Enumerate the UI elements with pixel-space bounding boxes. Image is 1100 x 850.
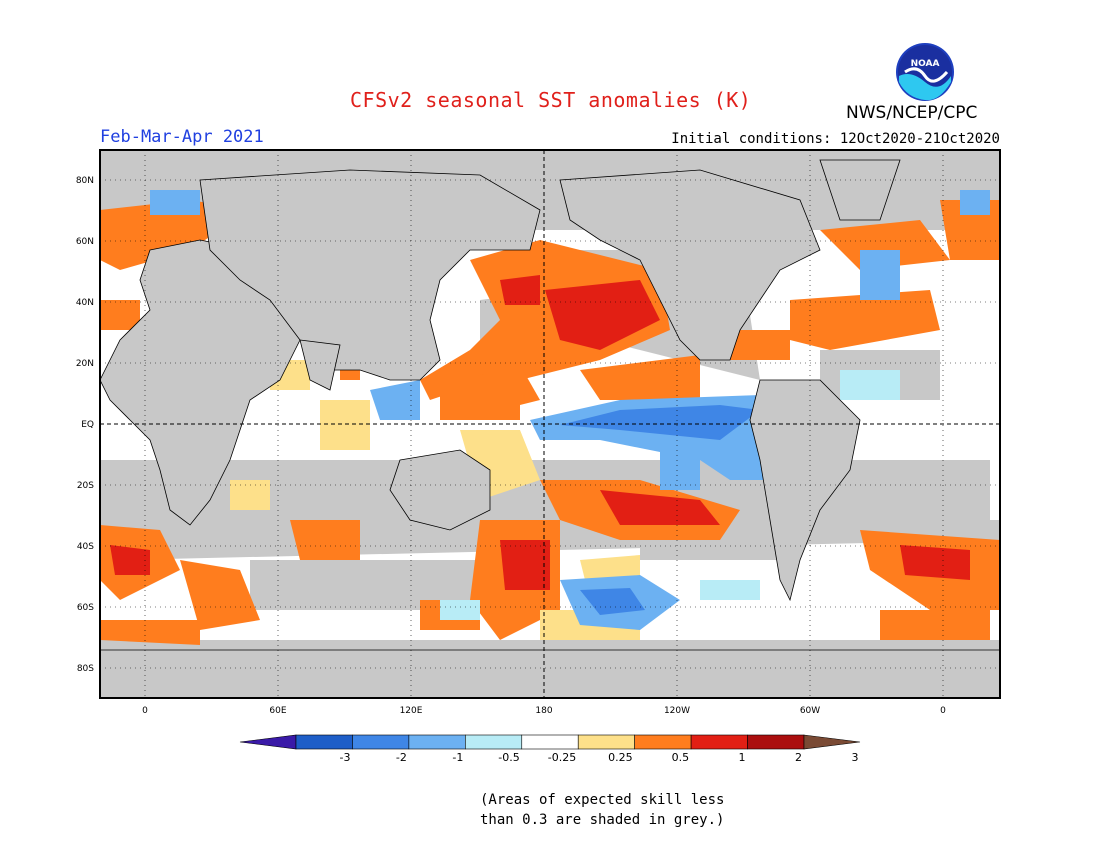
colorbar-arrow-low bbox=[239, 734, 297, 750]
lat-label: 60S bbox=[77, 603, 94, 613]
skill-note-line: (Areas of expected skill less bbox=[480, 792, 725, 808]
lon-label: 0 bbox=[940, 706, 946, 716]
lon-label: 60W bbox=[800, 706, 820, 716]
colorbar-swatch bbox=[577, 734, 635, 750]
colorbar-tick-label: -3 bbox=[339, 751, 350, 764]
initial-conditions: Initial conditions: 12Oct2020-21Oct2020 bbox=[671, 131, 1000, 147]
gridlines bbox=[100, 150, 1000, 698]
noaa-logo-text: NOAA bbox=[911, 59, 940, 69]
cold-anomalies bbox=[150, 190, 990, 630]
colorbar-swatch bbox=[352, 734, 410, 750]
lon-label: 60E bbox=[269, 706, 286, 716]
lon-label: 120W bbox=[664, 706, 690, 716]
season-label: Feb-Mar-Apr 2021 bbox=[100, 127, 264, 147]
agency-label: NWS/NCEP/CPC bbox=[846, 103, 978, 123]
colorbar-tick-label: -2 bbox=[396, 751, 407, 764]
lat-label: 20S bbox=[77, 481, 94, 491]
noaa-logo: NOAA bbox=[896, 43, 954, 101]
colorbar-swatch bbox=[295, 734, 353, 750]
colorbar-tick-label: 0.5 bbox=[672, 751, 690, 764]
colorbar-tick-label: -1 bbox=[452, 751, 463, 764]
colorbar-tick-label: 0.25 bbox=[608, 751, 633, 764]
map-frame bbox=[99, 149, 1001, 699]
lat-label: 80N bbox=[76, 176, 94, 186]
colorbar-swatch bbox=[747, 734, 805, 750]
warm-anomalies bbox=[100, 200, 1000, 645]
lat-label: 40S bbox=[77, 542, 94, 552]
latitude-labels: 80N 60N 40N 20N EQ 20S 40S 60S 80S bbox=[76, 176, 94, 674]
skill-note-line: than 0.3 are shaded in grey.) bbox=[480, 812, 725, 828]
lon-label: 180 bbox=[535, 706, 552, 716]
longitude-labels: 0 60E 120E 180 120W 60W 0 bbox=[142, 706, 946, 716]
lat-label: EQ bbox=[81, 420, 94, 430]
continents bbox=[100, 159, 1000, 698]
colorbar-arrow-high bbox=[803, 734, 861, 750]
colorbar-swatch bbox=[690, 734, 748, 750]
colorbar-swatch bbox=[465, 734, 523, 750]
lat-label: 80S bbox=[77, 664, 94, 674]
lon-label: 120E bbox=[400, 706, 423, 716]
lat-label: 20N bbox=[76, 359, 94, 369]
lat-label: 40N bbox=[76, 298, 94, 308]
lat-label: 60N bbox=[76, 237, 94, 247]
colorbar-tick-label: -0.5 bbox=[498, 751, 519, 764]
map-title: CFSv2 seasonal SST anomalies (K) bbox=[350, 88, 752, 112]
colorbar-tick-label: -0.25 bbox=[548, 751, 576, 764]
colorbar-swatch bbox=[634, 734, 692, 750]
colorbar-swatch bbox=[521, 734, 579, 750]
skill-note: (Areas of expected skill less than 0.3 a… bbox=[480, 790, 724, 830]
colorbar-tick-label: 2 bbox=[795, 751, 802, 764]
colorbar-tick-label: 3 bbox=[851, 751, 858, 764]
colorbar: -3 -2 -1 -0.5 -0.25 0.25 0.5 1 2 3 bbox=[239, 734, 861, 764]
lon-label: 0 bbox=[142, 706, 148, 716]
colorbar-tick-label: 1 bbox=[739, 751, 746, 764]
colorbar-swatch bbox=[408, 734, 466, 750]
